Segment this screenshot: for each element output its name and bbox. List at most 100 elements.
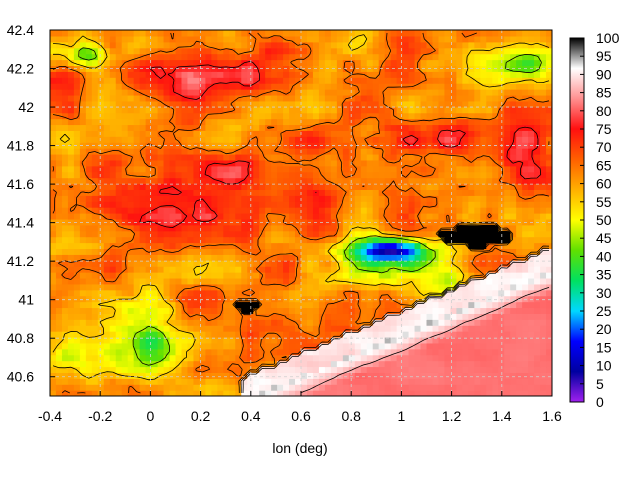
heatmap-cell (348, 47, 356, 55)
heatmap-cell (420, 236, 428, 244)
heatmap-cell (456, 230, 463, 238)
heatmap-cell (396, 336, 404, 344)
heatmap-cell (50, 336, 57, 344)
heatmap-cell (139, 366, 147, 373)
heatmap-cell (516, 94, 523, 102)
heatmap-cell (85, 260, 93, 267)
heatmap-cell (79, 124, 87, 131)
heatmap-cell (121, 136, 129, 143)
heatmap-cell (372, 148, 380, 155)
heatmap-cell (50, 390, 57, 396)
heatmap-cell (193, 201, 201, 208)
heatmap-cell (97, 319, 105, 326)
heatmap-cell (474, 106, 481, 114)
heatmap-cell (205, 277, 212, 285)
heatmap-cell (85, 307, 93, 314)
heatmap-cell (67, 195, 75, 202)
heatmap-cell (121, 207, 129, 214)
heatmap-cell (199, 277, 206, 285)
heatmap-cell (306, 289, 314, 297)
heatmap-cell (420, 201, 428, 208)
heatmap-cell (318, 148, 326, 155)
heatmap-cell (384, 124, 392, 131)
heatmap-cell (378, 130, 386, 137)
heatmap-cell (474, 313, 481, 320)
heatmap-cell (109, 106, 117, 114)
heatmap-cell (318, 248, 326, 255)
heatmap-cell (175, 277, 183, 285)
heatmap-cell (211, 254, 218, 261)
heatmap-cell (217, 354, 224, 362)
heatmap-cell (289, 189, 296, 196)
heatmap-cell (408, 248, 416, 255)
heatmap-cell (336, 112, 344, 120)
heatmap-cell (97, 136, 105, 143)
heatmap-cell (372, 342, 380, 350)
heatmap-cell (504, 183, 511, 190)
heatmap-cell (438, 71, 446, 78)
heatmap-cell (259, 378, 266, 385)
heatmap-cell (61, 331, 69, 338)
heatmap-cell (229, 336, 236, 344)
heatmap-cell (444, 295, 452, 303)
heatmap-cell (366, 277, 374, 285)
heatmap-cell (91, 242, 99, 250)
heatmap-cell (438, 207, 446, 214)
heatmap-cell (366, 218, 374, 226)
heatmap-cell (97, 331, 105, 338)
heatmap-cell (157, 189, 165, 196)
heatmap-cell (474, 390, 481, 396)
heatmap-cell (271, 348, 278, 356)
heatmap-cell (157, 171, 165, 179)
heatmap-cell (378, 218, 386, 226)
heatmap-cell (169, 100, 177, 108)
heatmap-cell (97, 260, 105, 267)
heatmap-cell (265, 390, 272, 396)
heatmap-cell (50, 236, 57, 244)
heatmap-cell (199, 89, 206, 96)
heatmap-cell (301, 189, 308, 196)
heatmap-cell (205, 171, 212, 179)
heatmap-cell (312, 266, 320, 273)
heatmap-cell (211, 77, 218, 84)
heatmap-cell (312, 94, 320, 102)
heatmap-cell (474, 218, 481, 226)
heatmap-cell (420, 112, 428, 120)
heatmap-cell (235, 390, 242, 396)
heatmap-cell (199, 106, 206, 114)
heatmap-cell (546, 301, 552, 309)
heatmap-cell (426, 71, 434, 78)
heatmap-cell (151, 319, 159, 326)
heatmap-cell (121, 124, 129, 131)
heatmap-cell (79, 272, 87, 279)
heatmap-cell (462, 112, 469, 120)
heatmap-cell (438, 183, 446, 190)
heatmap-cell (223, 319, 230, 326)
heatmap-cell (390, 295, 398, 303)
heatmap-cell (187, 47, 195, 55)
heatmap-cell (474, 319, 481, 326)
heatmap-cell (241, 348, 248, 356)
heatmap-cell (151, 83, 159, 90)
heatmap-cell (384, 118, 392, 126)
heatmap-cell (55, 59, 63, 67)
heatmap-cell (414, 390, 422, 396)
heatmap-cell (205, 59, 212, 67)
heatmap-cell (217, 47, 224, 55)
heatmap-cell (73, 195, 81, 202)
heatmap-cell (384, 342, 392, 350)
heatmap-cell (372, 277, 380, 285)
heatmap-cell (330, 177, 338, 185)
heatmap-cell (247, 342, 254, 350)
heatmap-cell (283, 283, 290, 291)
heatmap-cell (169, 94, 177, 102)
heatmap-cell (61, 118, 69, 126)
heatmap-cell (426, 195, 434, 202)
heatmap-cell (522, 165, 529, 173)
heatmap-cell (229, 313, 236, 320)
heatmap-cell (175, 307, 183, 314)
heatmap-cell (145, 331, 153, 338)
heatmap-cell (271, 195, 278, 202)
heatmap-cell (289, 201, 296, 208)
heatmap-cell (169, 77, 177, 84)
